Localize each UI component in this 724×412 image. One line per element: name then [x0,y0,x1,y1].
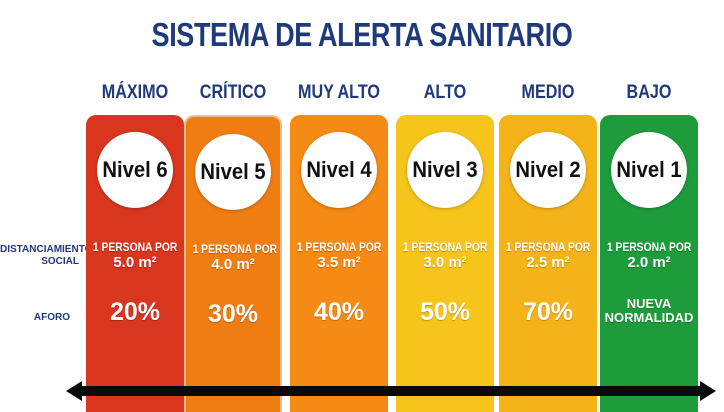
distanciamiento-area: 3.0 m² [423,254,467,271]
aforo-value: 40% [313,298,365,326]
level-column-3: ALTO Nivel 3 1 PERSONA POR 3.0 m² 50% [396,82,494,412]
distanciamiento-text: 1 PERSONA POR [606,240,692,254]
level-column-6: MÁXIMO Nivel 6 1 PERSONA POR 5.0 m² 20% [86,82,184,412]
level-badge: Nivel 5 [195,134,271,210]
level-card: Nivel 1 1 PERSONA POR 2.0 m² NUEVA NORMA… [600,115,698,412]
level-header: MEDIO [521,82,575,103]
distanciamiento-value: 1 PERSONA POR 2.5 m² [499,240,597,272]
level-column-5: CRÍTICO Nivel 5 1 PERSONA POR 4.0 m² 30% [184,82,282,412]
distanciamiento-value: 1 PERSONA POR 4.0 m² [186,242,280,274]
level-badge-label: Nivel 4 [306,157,372,182]
aforo-value: 70% [522,298,574,326]
distanciamiento-text: 1 PERSONA POR [296,240,382,254]
level-badge: Nivel 2 [510,132,586,208]
level-header: MUY ALTO [298,82,380,103]
distanciamiento-value: 1 PERSONA POR 3.5 m² [290,240,388,272]
level-header: CRÍTICO [199,82,267,103]
aforo-value: 30% [207,300,259,328]
double-arrow-icon [66,381,716,401]
level-column-4: MUY ALTO Nivel 4 1 PERSONA POR 3.5 m² 40… [290,82,388,412]
level-badge-label: Nivel 6 [102,157,168,182]
aforo-row-label: AFORO [33,312,70,323]
level-card: Nivel 2 1 PERSONA POR 2.5 m² 70% [499,115,597,412]
distanciamiento-area: 4.0 m² [211,256,255,273]
distanciamiento-value: 1 PERSONA POR 5.0 m² [86,240,184,272]
level-header: ALTO [423,82,467,103]
distanciamiento-text: 1 PERSONA POR [505,240,591,254]
aforo-value: NUEVA NORMALIDAD [600,297,698,325]
aforo-text-line1: NUEVA [626,296,672,311]
arrow-head-left [66,381,82,401]
distanciamiento-value: 1 PERSONA POR 2.0 m² [600,240,698,272]
level-column-1: BAJO Nivel 1 1 PERSONA POR 2.0 m² NUEVA … [600,82,698,412]
distanciamiento-text: 1 PERSONA POR [92,240,178,254]
level-badge: Nivel 3 [407,132,483,208]
level-column-2: MEDIO Nivel 2 1 PERSONA POR 2.5 m² 70% [499,82,597,412]
distanciamiento-area: 2.5 m² [526,254,570,271]
level-badge: Nivel 4 [301,132,377,208]
level-card: Nivel 3 1 PERSONA POR 3.0 m² 50% [396,115,494,412]
level-badge-label: Nivel 3 [412,157,478,182]
aforo-text-line2: NORMALIDAD [604,310,694,325]
distanciamiento-text: 1 PERSONA POR [192,242,278,256]
distanciamiento-value: 1 PERSONA POR 3.0 m² [396,240,494,272]
level-header: BAJO [626,82,672,103]
distanciamiento-text: 1 PERSONA POR [402,240,488,254]
distanciamiento-area: 3.5 m² [317,254,361,271]
level-badge: Nivel 1 [611,132,687,208]
level-badge-label: Nivel 1 [616,157,682,182]
distanciamiento-label-line2: SOCIAL [41,256,79,267]
arrow-shaft [80,386,702,396]
distanciamiento-label-line1: DISTANCIAMIENTO [0,244,93,255]
page-title: SISTEMA DE ALERTA SANITARIO [151,16,573,53]
level-badge: Nivel 6 [97,132,173,208]
distanciamiento-area: 2.0 m² [627,254,671,271]
level-header: MÁXIMO [101,82,169,103]
aforo-value: 50% [419,298,471,326]
distanciamiento-area: 5.0 m² [113,254,157,271]
level-card: Nivel 5 1 PERSONA POR 4.0 m² 30% [184,115,282,412]
aforo-value: 20% [109,298,161,326]
level-badge-label: Nivel 5 [200,159,266,184]
level-card: Nivel 6 1 PERSONA POR 5.0 m² 20% [86,115,184,412]
arrow-head-right [700,381,716,401]
level-card: Nivel 4 1 PERSONA POR 3.5 m² 40% [290,115,388,412]
distanciamiento-row-label: DISTANCIAMIENTO SOCIAL [0,244,93,268]
level-badge-label: Nivel 2 [515,157,581,182]
